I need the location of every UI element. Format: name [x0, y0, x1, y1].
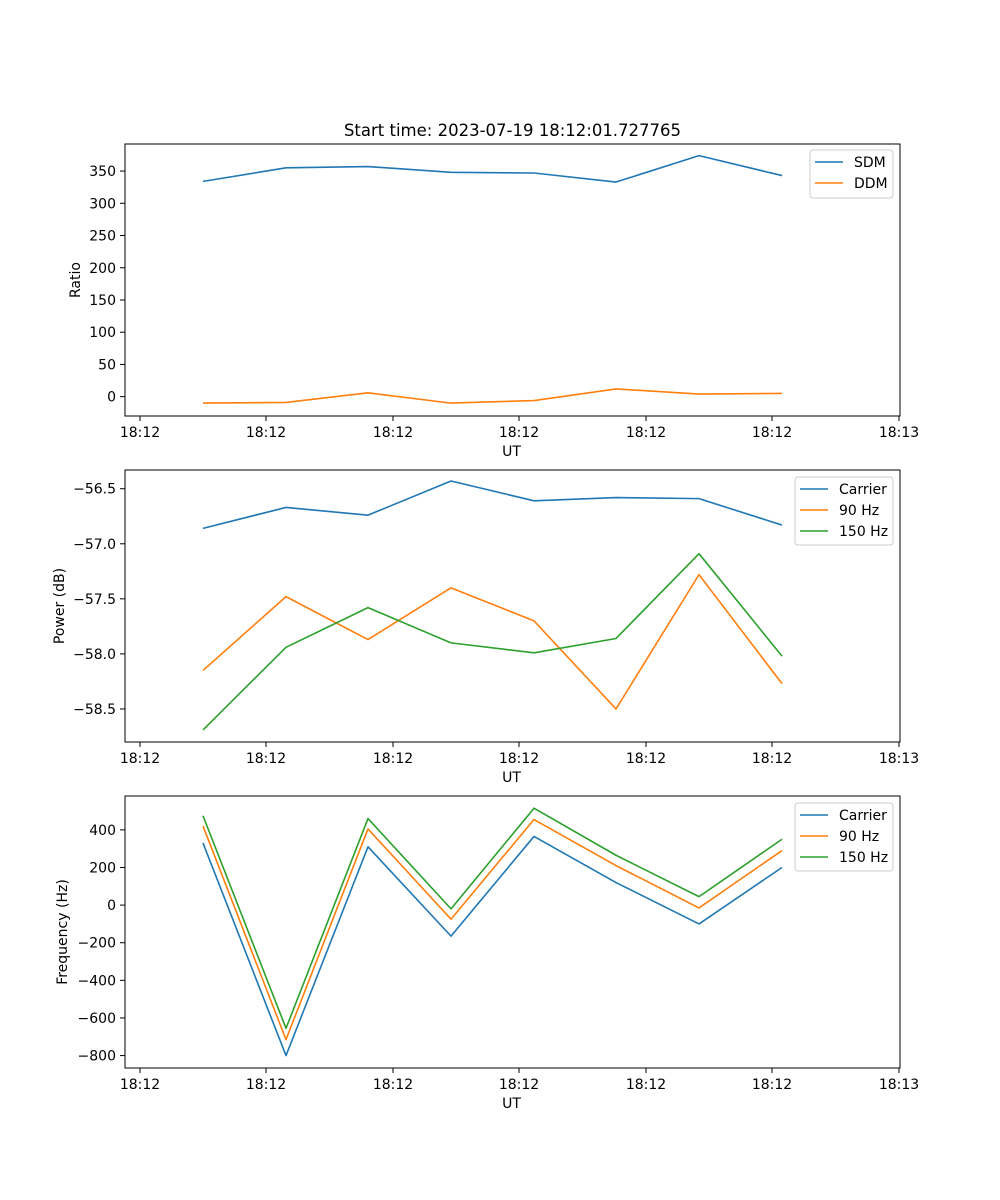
y-tick-label: −400: [78, 973, 116, 989]
y-tick-label: 400: [89, 823, 116, 839]
y-tick-label: 150: [89, 293, 116, 309]
x-axis-label: UT: [502, 1096, 521, 1112]
series-line-ddm: [202, 388, 783, 404]
series-line-sdm: [202, 154, 783, 183]
x-tick-label: 18:12: [752, 1077, 792, 1093]
y-axis-label: Ratio: [68, 262, 84, 298]
y-tick-label: 0: [107, 390, 116, 406]
x-tick-label: 18:12: [120, 1077, 160, 1093]
y-tick-label: −800: [78, 1049, 116, 1065]
x-tick-label: 18:12: [626, 425, 666, 441]
legend-label: Carrier: [839, 808, 887, 824]
y-tick-label: 200: [89, 860, 116, 876]
plot-frame: [124, 469, 901, 743]
x-tick-label: 18:13: [879, 425, 919, 441]
x-tick-label: 18:12: [373, 1077, 413, 1093]
power-panel: 18:12 18:12 18:12 18:12 18:12 18:12 18:13 UT −58…: [52, 469, 919, 786]
legend-label: Carrier: [839, 482, 887, 498]
x-tick-label: 18:12: [626, 751, 666, 767]
y-tick-label: 200: [89, 261, 116, 277]
chart-title: Start time: 2023-07-19 18:12:01.727765: [344, 121, 681, 140]
series-line-carrier: [202, 835, 783, 1057]
legend-label: 90 Hz: [839, 503, 879, 519]
x-tick-label: 18:13: [879, 751, 919, 767]
legend-label: 150 Hz: [839, 524, 888, 540]
x-tick-label: 18:13: [879, 1077, 919, 1093]
x-tick-label: 18:12: [246, 751, 286, 767]
y-tick-label: 50: [98, 357, 116, 373]
x-tick-label: 18:12: [626, 1077, 666, 1093]
y-tick-label: −600: [78, 1011, 116, 1027]
y-tick-label: 250: [89, 229, 116, 245]
x-tick-label: 18:12: [373, 751, 413, 767]
y-axis-label: Frequency (Hz): [55, 879, 71, 985]
y-tick-label: −57.0: [73, 537, 116, 553]
legend-label: 90 Hz: [839, 829, 879, 845]
x-axis-label: UT: [502, 444, 521, 460]
x-tick-label: 18:12: [499, 1077, 539, 1093]
legend-label: DDM: [854, 176, 888, 192]
y-tick-label: −56.5: [73, 482, 116, 498]
y-tick-label: 350: [89, 164, 116, 180]
legend-box: [794, 476, 894, 546]
legend-label: SDM: [854, 155, 886, 171]
x-tick-label: 18:12: [373, 425, 413, 441]
series-line-150-hz: [202, 807, 783, 1030]
series-line-90-hz: [202, 818, 783, 1041]
x-tick-label: 18:12: [120, 751, 160, 767]
legend-label: 150 Hz: [839, 850, 888, 866]
series-line-carrier: [202, 480, 783, 530]
x-tick-label: 18:12: [752, 425, 792, 441]
y-tick-label: −58.0: [73, 647, 116, 663]
plot-frame: [124, 795, 901, 1069]
series-line-150-hz: [202, 552, 783, 731]
y-tick-label: 0: [107, 898, 116, 914]
y-tick-label: −58.5: [73, 702, 116, 718]
y-tick-label: −200: [78, 936, 116, 952]
x-tick-label: 18:12: [246, 425, 286, 441]
y-tick-label: −57.5: [73, 592, 116, 608]
x-axis-label: UT: [502, 770, 521, 786]
y-tick-label: 300: [89, 196, 116, 212]
plot-frame: [124, 143, 901, 417]
y-axis-label: Power (dB): [52, 568, 68, 644]
x-tick-label: 18:12: [120, 425, 160, 441]
x-tick-label: 18:12: [499, 751, 539, 767]
frequency-panel: 18:12 18:12 18:12 18:12 18:12 18:12 18:13 UT −80…: [55, 795, 919, 1112]
legend-box: [794, 802, 894, 872]
series-line-90-hz: [202, 573, 783, 710]
x-tick-label: 18:12: [752, 751, 792, 767]
x-tick-label: 18:12: [499, 425, 539, 441]
ratio-panel: 18:12 18:12 18:12 18:12 18:12 18:12 18:13 UT 0 50…: [68, 143, 919, 460]
x-tick-label: 18:12: [246, 1077, 286, 1093]
y-tick-label: 100: [89, 325, 116, 341]
